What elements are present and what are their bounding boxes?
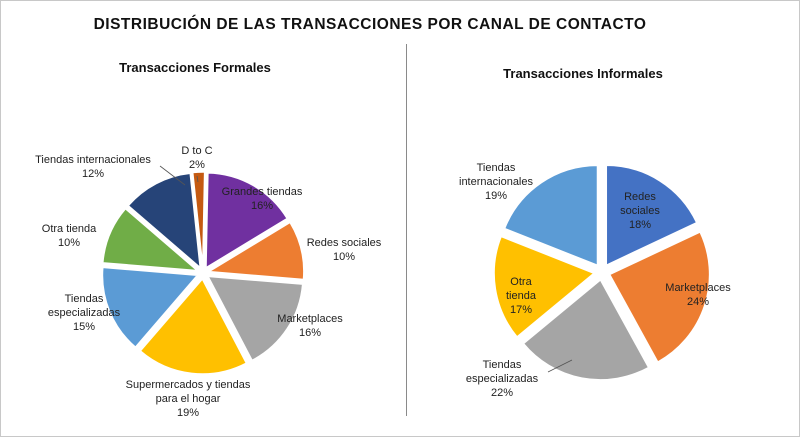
svg-text:sociales: sociales — [620, 205, 660, 217]
svg-text:16%: 16% — [251, 200, 273, 212]
svg-text:Marketplaces: Marketplaces — [277, 313, 343, 325]
slice-label-d-to-c: D to C 2% — [181, 145, 212, 171]
svg-text:10%: 10% — [58, 237, 80, 249]
pie-slice-otra-tienda — [493, 235, 596, 339]
slice-label-marketplaces: Marketplaces 24% — [665, 282, 731, 308]
svg-text:Grandes tiendas: Grandes tiendas — [222, 186, 303, 198]
svg-text:19%: 19% — [485, 190, 507, 202]
svg-text:Tiendas: Tiendas — [483, 359, 522, 371]
slice-label-otra-tienda: Otra tienda 10% — [42, 223, 97, 249]
slice-label-grandes-tiendas: Grandes tiendas 16% — [222, 186, 303, 212]
informal-chart-title: Transacciones Informales — [503, 66, 663, 81]
pie-slice-redes-sociales — [605, 164, 698, 267]
svg-text:para el hogar: para el hogar — [156, 393, 221, 405]
slice-label-tiendas-internacionales: Tiendas internacionales 19% — [459, 162, 533, 202]
pie-slice-tiendas-internacionales — [127, 172, 202, 270]
slice-label-redes-sociales: Redes sociales 18% — [620, 191, 660, 231]
svg-text:Redes: Redes — [624, 191, 656, 203]
pie-slice-supermercados-y-tiendas-para-el-hogar — [139, 277, 248, 375]
leader-line-tiendas-internacionales — [159, 165, 186, 186]
slice-label-marketplaces: Marketplaces 16% — [277, 313, 343, 339]
pie-slice-redes-sociales — [206, 221, 305, 281]
pie-slice-tiendas-especializadas — [522, 278, 650, 381]
svg-text:12%: 12% — [82, 168, 104, 180]
pie-slice-grandes-tiendas — [205, 172, 289, 270]
svg-text:18%: 18% — [629, 219, 651, 231]
pie-slice-marketplaces — [206, 275, 304, 362]
svg-text:Otra: Otra — [510, 276, 532, 288]
svg-text:D to C: D to C — [181, 145, 212, 157]
leader-line-tiendas-especializadas — [547, 359, 573, 373]
svg-text:Tiendas internacionales: Tiendas internacionales — [35, 154, 151, 166]
slice-label-otra-tienda: Otra tienda 17% — [506, 276, 537, 316]
svg-text:15%: 15% — [73, 321, 95, 333]
svg-text:22%: 22% — [491, 387, 513, 399]
svg-text:10%: 10% — [333, 251, 355, 263]
slice-label-tiendas-especializadas: Tiendas especializadas 15% — [48, 293, 121, 333]
svg-text:16%: 16% — [299, 327, 321, 339]
svg-text:Marketplaces: Marketplaces — [665, 282, 731, 294]
svg-text:19%: 19% — [177, 407, 199, 419]
svg-text:17%: 17% — [510, 304, 532, 316]
svg-text:2%: 2% — [189, 159, 205, 171]
slice-label-redes-sociales: Redes sociales 10% — [307, 237, 382, 263]
svg-text:Tiendas: Tiendas — [65, 293, 104, 305]
slice-label-tiendas-internacionales: Tiendas internacionales 12% — [35, 154, 151, 180]
svg-text:24%: 24% — [687, 296, 709, 308]
svg-text:Otra tienda: Otra tienda — [42, 223, 97, 235]
formal-chart-title: Transacciones Formales — [119, 60, 271, 75]
pie-slice-tiendas-internacionales — [503, 164, 599, 267]
slice-label-tiendas-especializadas: Tiendas especializadas 22% — [466, 359, 539, 399]
svg-text:especializadas: especializadas — [466, 373, 539, 385]
slice-label-supermercados-y-tiendas-para-el-hogar: Supermercados y tiendas para el hogar 19% — [126, 379, 251, 419]
svg-text:especializadas: especializadas — [48, 307, 121, 319]
svg-text:Supermercados y tiendas: Supermercados y tiendas — [126, 379, 251, 391]
pie-slice-tiendas-especializadas — [101, 266, 199, 349]
pie-slice-d-to-c — [191, 171, 206, 268]
svg-text:Tiendas: Tiendas — [477, 162, 516, 174]
svg-text:tienda: tienda — [506, 290, 537, 302]
main-title: DISTRIBUCIÓN DE LAS TRANSACCIONES POR CA… — [93, 16, 647, 33]
pie-slice-otra-tienda — [101, 207, 200, 272]
chart-divider — [406, 44, 407, 416]
leader-line-d-to-c — [196, 175, 199, 183]
svg-text:Redes sociales: Redes sociales — [307, 237, 382, 249]
pie-slice-marketplaces — [608, 230, 711, 364]
svg-text:internacionales: internacionales — [459, 176, 533, 188]
